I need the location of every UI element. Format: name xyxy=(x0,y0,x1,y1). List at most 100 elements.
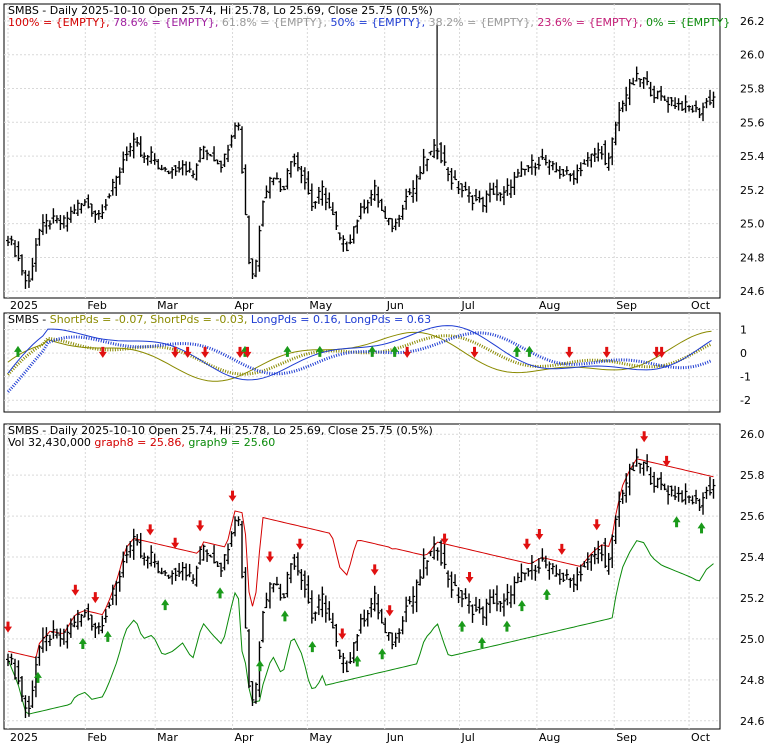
x-tick-label: Aug xyxy=(539,299,560,312)
up-arrow-icon xyxy=(78,638,87,650)
down-arrow-icon xyxy=(370,564,379,576)
down-arrow-icon xyxy=(243,346,252,358)
y-tick-label: 25.0 xyxy=(740,218,765,231)
y-tick-label: 1 xyxy=(740,324,747,337)
oscillator-line-1 xyxy=(7,330,712,382)
y-tick-label: -2 xyxy=(740,394,751,407)
up-arrow-icon xyxy=(161,599,170,611)
price-panel-stops-title: SMBS - Daily 2025-10-10 Open 25.74, Hi 2… xyxy=(8,424,433,437)
up-arrow-icon xyxy=(368,345,377,357)
up-arrow-icon xyxy=(542,588,551,600)
y-tick-label: 0 xyxy=(740,347,747,360)
price-panel-stops-ohlc-bars xyxy=(6,448,716,719)
up-arrow-icon xyxy=(33,671,42,683)
x-tick-label: Jul xyxy=(461,731,475,744)
y-tick-label: 25.4 xyxy=(740,551,765,564)
down-arrow-icon xyxy=(385,605,394,617)
legend-item: LongPds = 0.16, xyxy=(247,313,341,326)
y-tick-label: -1 xyxy=(740,371,751,384)
up-arrow-icon xyxy=(517,600,526,612)
oscillator-legend: SMBS - ShortPds = -0.07, ShortPds = -0.0… xyxy=(8,313,431,326)
y-tick-label: 26.0 xyxy=(740,428,765,441)
x-tick-label: Mar xyxy=(157,731,178,744)
up-arrow-icon xyxy=(13,345,22,357)
price-panel-stops-x-axis: 2025 Feb Mar Apr May Jun Jul Aug Sep Oct xyxy=(10,731,711,744)
x-tick-label: Aug xyxy=(539,731,560,744)
y-tick-label: 25.4 xyxy=(740,150,765,163)
up-arrow-icon xyxy=(283,345,292,357)
down-arrow-icon xyxy=(640,431,649,443)
legend-item: 23.6% = {EMPTY}, xyxy=(534,16,643,29)
x-tick-label: Feb xyxy=(87,299,106,312)
x-tick-label: Jun xyxy=(386,299,404,312)
oscillator-panel-lines xyxy=(6,325,713,393)
up-arrow-icon xyxy=(308,641,317,653)
legend-item: ShortPds = -0.07, xyxy=(46,313,147,326)
y-tick-label: 25.6 xyxy=(740,116,765,129)
legend-item: 0% = {EMPTY} xyxy=(643,16,731,29)
legend-item: 78.6% = {EMPTY}, xyxy=(110,16,219,29)
down-arrow-icon xyxy=(98,346,107,358)
price-panel-fib-y-axis: 24.6 24.8 25.0 25.2 25.4 25.6 25.8 26.0 26.2 xyxy=(740,15,765,298)
y-tick-label: 25.2 xyxy=(740,184,765,197)
x-tick-label: 2025 xyxy=(10,299,38,312)
legend-item: ShortPds = -0.03, xyxy=(147,313,248,326)
up-arrow-icon xyxy=(255,660,264,672)
price-panel-fib-title: SMBS - Daily 2025-10-10 Open 25.74, Hi 2… xyxy=(8,4,433,17)
x-tick-label: Oct xyxy=(691,731,711,744)
price-panel-fib-x-axis: 2025 Feb Mar Apr May Jun Jul Aug Sep Oct xyxy=(10,299,711,312)
down-arrow-icon xyxy=(535,529,544,541)
up-arrow-icon xyxy=(103,630,112,642)
legend-item: 61.8% = {EMPTY}, xyxy=(218,16,327,29)
legend-item: SMBS - xyxy=(8,313,46,326)
down-arrow-icon xyxy=(71,584,80,596)
x-tick-label: May xyxy=(309,731,332,744)
legend-item: Vol 32,430,000 xyxy=(8,436,91,449)
up-arrow-icon xyxy=(280,610,289,622)
down-arrow-icon xyxy=(662,455,671,467)
up-arrow-icon xyxy=(390,345,399,357)
down-arrow-icon xyxy=(201,346,210,358)
x-tick-label: Sep xyxy=(616,731,637,744)
stops-legend: Vol 32,430,000 graph8 = 25.86, graph9 = … xyxy=(8,436,275,449)
y-tick-label: 25.8 xyxy=(740,469,765,482)
price-panel-stops: 24.6 24.8 25.0 25.2 25.4 25.6 25.8 26.0 2025 Feb… xyxy=(3,423,765,744)
down-arrow-icon xyxy=(91,592,100,604)
x-tick-label: Jun xyxy=(386,731,404,744)
down-arrow-icon xyxy=(295,538,304,550)
up-arrow-icon xyxy=(353,655,362,667)
oscillator-panel-arrows xyxy=(13,345,666,358)
price-panel-fib-ohlc-bars xyxy=(6,24,716,289)
oscillator-panel-y-axis: 1 0 -1 -2 xyxy=(740,324,751,408)
price-panel-stops-frame xyxy=(3,423,721,730)
oscillator-panel-grid xyxy=(4,313,720,412)
down-arrow-icon xyxy=(602,346,611,358)
down-arrow-icon xyxy=(183,346,192,358)
y-tick-label: 24.6 xyxy=(740,285,765,298)
down-arrow-icon xyxy=(196,520,205,532)
stop-line-green xyxy=(7,540,714,715)
up-arrow-icon xyxy=(525,345,534,357)
x-tick-label: Apr xyxy=(235,299,255,312)
price-panel-fib: 24.6 24.8 25.0 25.2 25.4 25.6 25.8 26.0 26.2 202… xyxy=(3,3,765,312)
price-panel-fib-frame xyxy=(3,3,721,299)
stop-line-red xyxy=(7,458,714,659)
y-tick-label: 25.0 xyxy=(740,633,765,646)
down-arrow-icon xyxy=(465,572,474,584)
down-arrow-icon xyxy=(4,621,12,633)
y-tick-label: 26.0 xyxy=(740,49,765,62)
up-arrow-icon xyxy=(378,648,387,660)
y-tick-label: 25.2 xyxy=(740,592,765,605)
y-tick-label: 25.6 xyxy=(740,510,765,523)
legend-item: graph8 = 25.86, xyxy=(91,436,185,449)
legend-item: 100% = {EMPTY}, xyxy=(8,16,110,29)
oscillator-panel-frame xyxy=(3,312,721,413)
x-tick-label: Sep xyxy=(616,299,637,312)
down-arrow-icon xyxy=(592,519,601,531)
y-tick-label: 24.8 xyxy=(740,674,765,687)
up-arrow-icon xyxy=(315,345,324,357)
down-arrow-icon xyxy=(265,551,274,563)
down-arrow-icon xyxy=(228,490,237,502)
up-arrow-icon xyxy=(216,587,225,599)
